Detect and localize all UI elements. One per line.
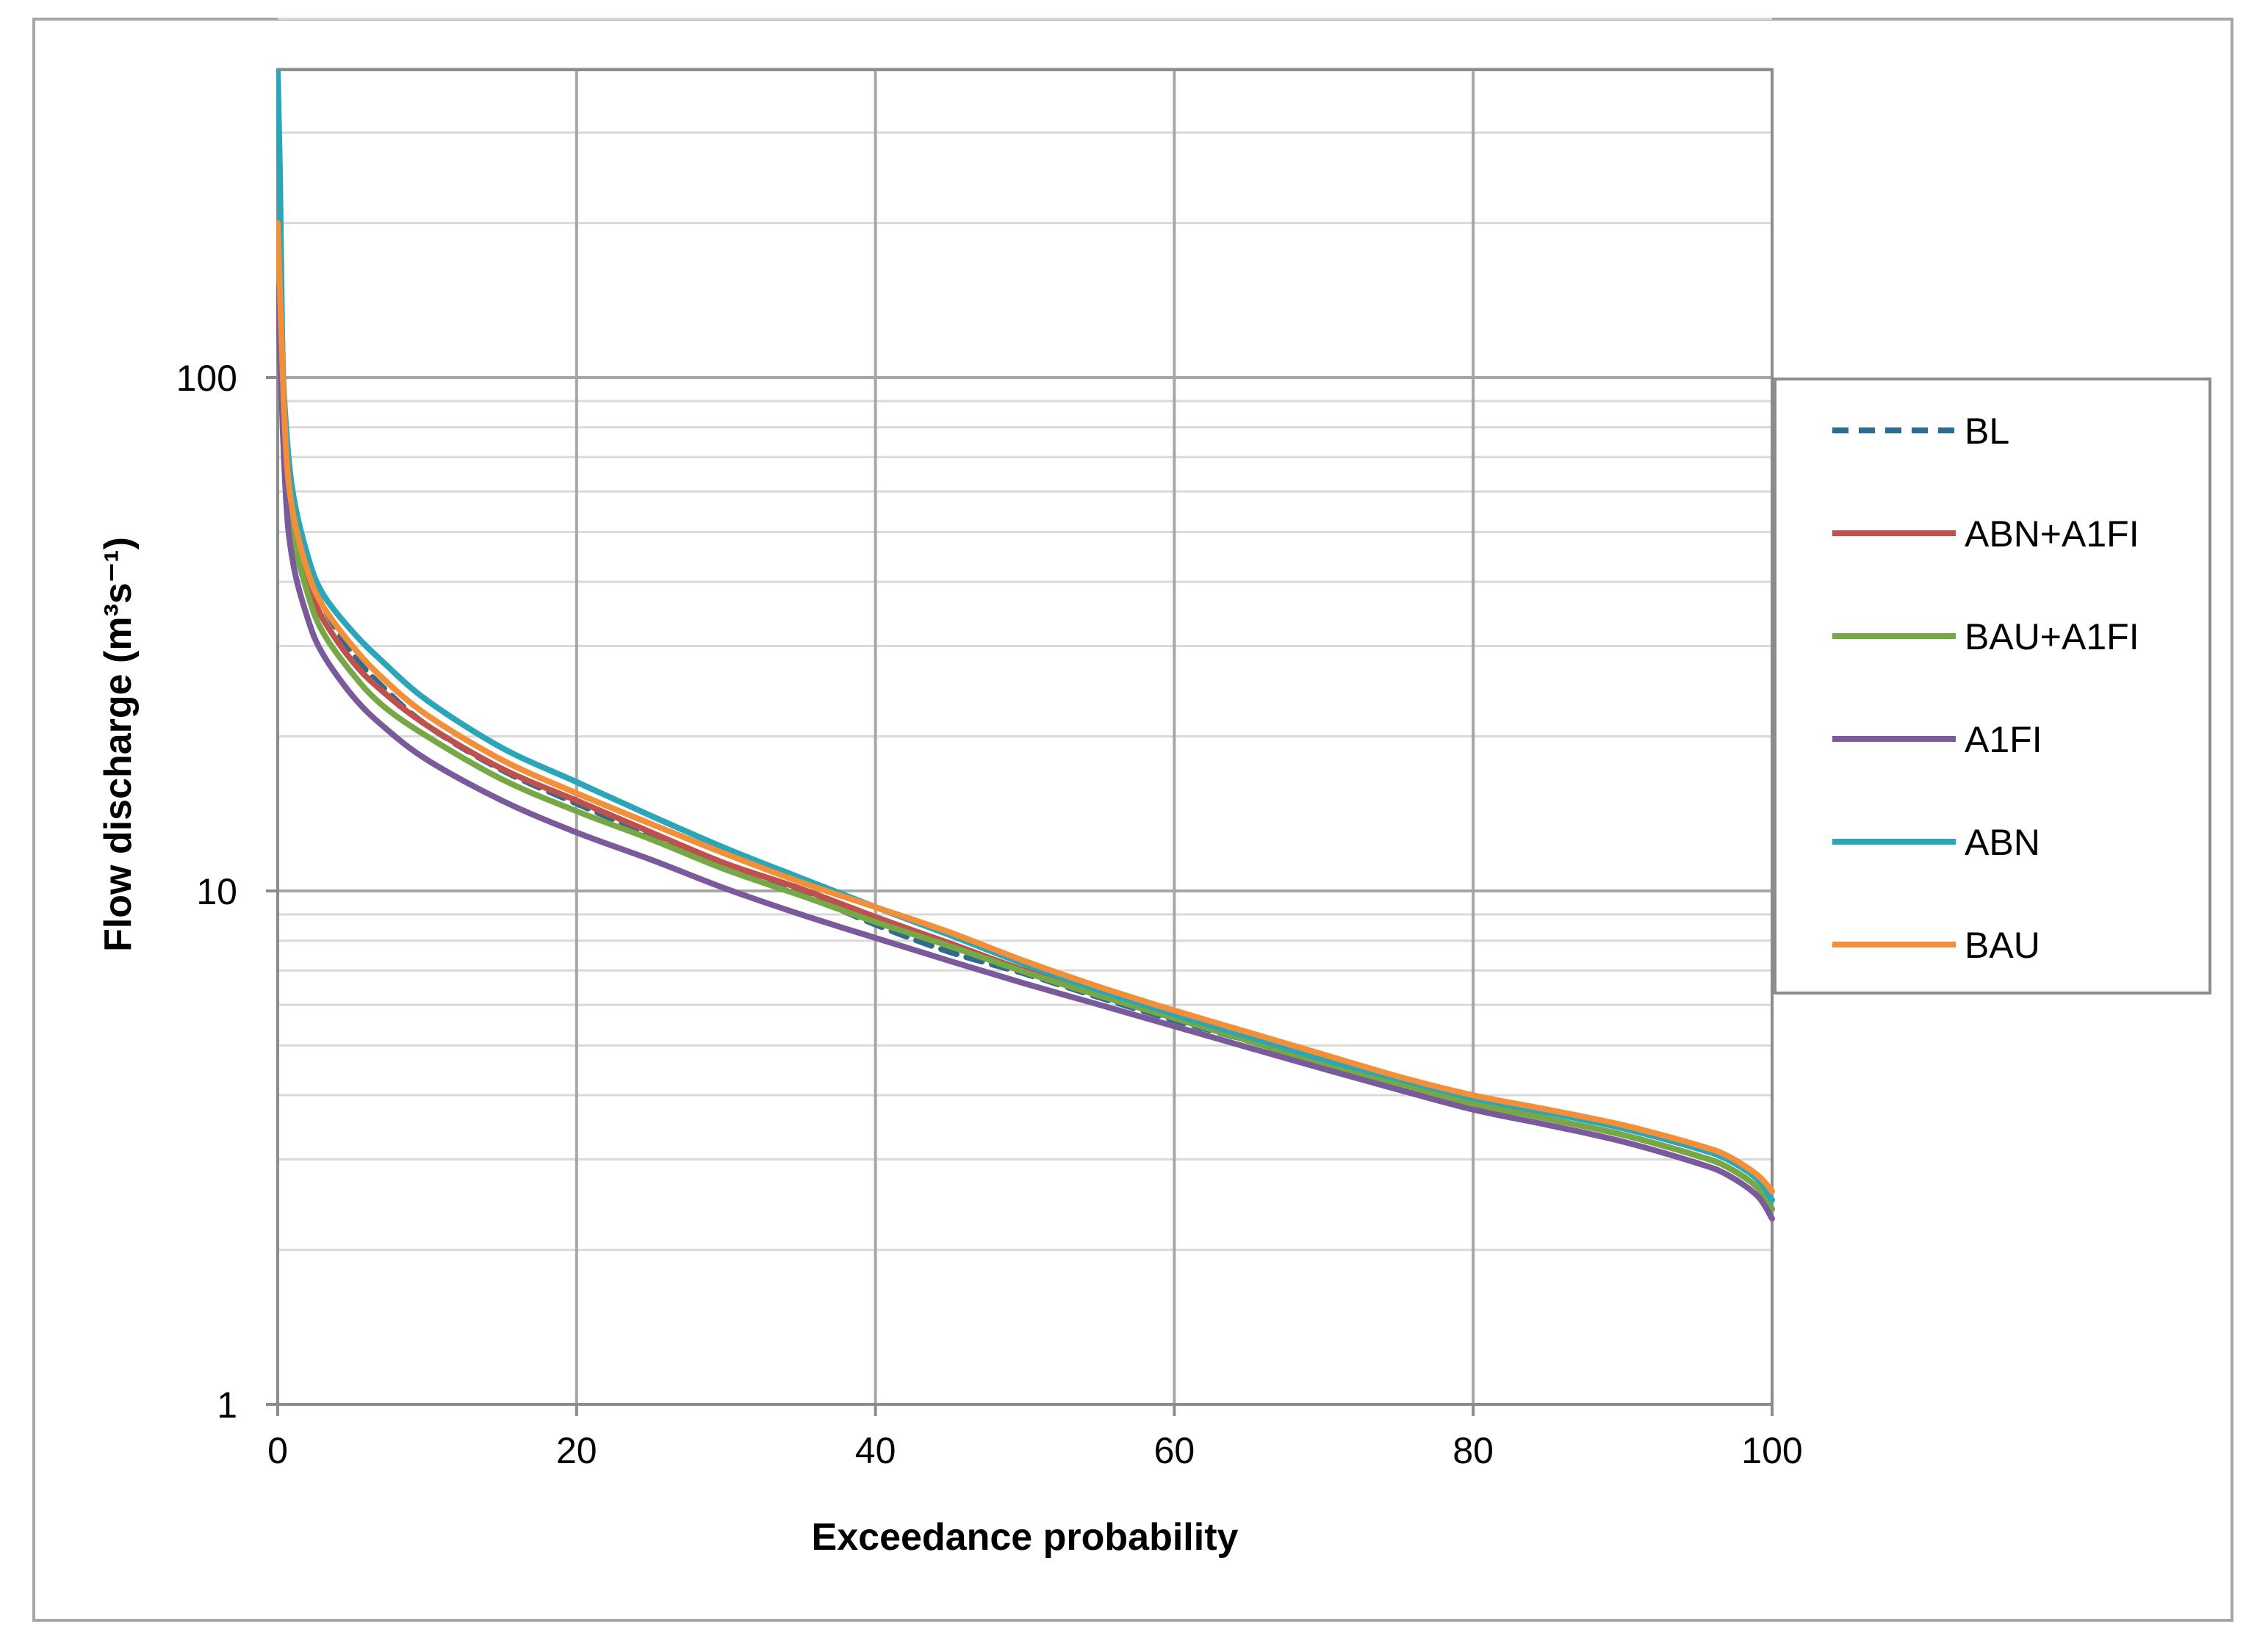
legend-item-bau: BAU — [1832, 925, 2040, 966]
x-tick-label: 80 — [1452, 1430, 1494, 1471]
series-line-bau-a1fi — [276, 256, 1775, 1213]
y-tick-label: 1 — [217, 1385, 237, 1426]
legend-label: ABN — [1965, 822, 2040, 863]
series-line-bau — [276, 220, 1775, 1194]
legend-label: BAU+A1FI — [1965, 616, 2139, 657]
legend-label: BAU — [1965, 925, 2040, 966]
axes-layer — [266, 376, 1774, 1416]
x-tick-label: 100 — [1741, 1430, 1802, 1471]
x-tick-label: 40 — [855, 1430, 896, 1471]
x-axis-title: Exceedance probability — [812, 1516, 1239, 1559]
legend-item-bau-a1fi: BAU+A1FI — [1832, 616, 2139, 657]
legend-item-abn-a1fi: ABN+A1FI — [1832, 513, 2139, 555]
legend: BL ABN+A1FI BAU+A1FI A1FI ABN BAU — [1774, 378, 2211, 995]
y-tick-labels: 1 10 100 — [176, 358, 237, 1426]
legend-label: A1FI — [1965, 719, 2042, 760]
legend-label: ABN+A1FI — [1965, 513, 2139, 555]
x-tick-label: 60 — [1154, 1430, 1195, 1471]
legend-item-a1fi: A1FI — [1832, 719, 2042, 760]
series-line-bl — [276, 220, 1775, 1213]
x-tick-labels: 0 20 40 60 80 100 — [267, 1430, 1803, 1471]
legend-item-bl: BL — [1832, 411, 2009, 452]
series-line-abn — [276, 70, 1775, 1203]
series-line-a1fi — [276, 284, 1775, 1222]
series-layer — [276, 70, 1775, 1222]
y-axis-title: Flow discharge (m³s⁻¹) — [97, 537, 140, 952]
legend-item-abn: ABN — [1832, 822, 2040, 863]
legend-label: BL — [1965, 411, 2009, 452]
plot-area-border — [276, 68, 1774, 1406]
grid-minor — [278, 17, 1772, 1252]
series-line-abn-a1fi — [276, 243, 1775, 1213]
y-tick-label: 10 — [196, 871, 237, 912]
x-tick-label: 0 — [267, 1430, 288, 1471]
x-tick-label: 20 — [556, 1430, 597, 1471]
y-tick-label: 100 — [176, 358, 237, 399]
legend-box — [1774, 378, 2211, 995]
